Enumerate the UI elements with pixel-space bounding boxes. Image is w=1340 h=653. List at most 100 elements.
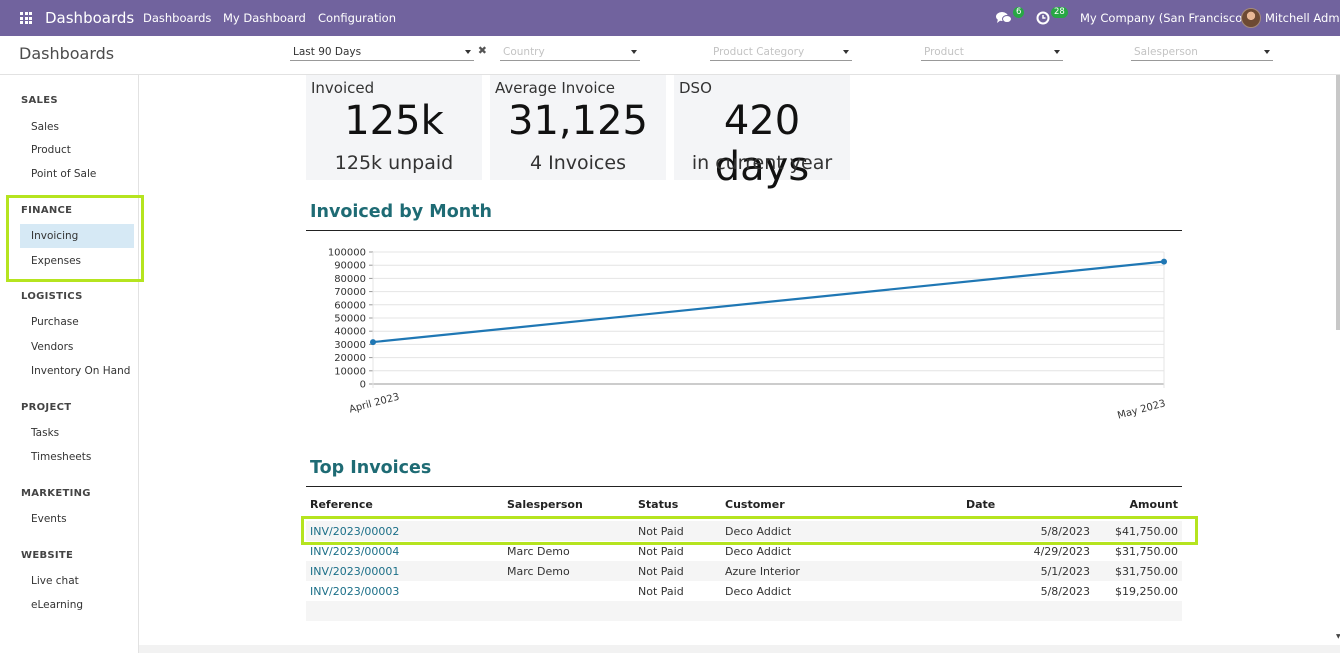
chevron-down-icon (465, 50, 471, 54)
sidebar-item-vendors[interactable]: Vendors (31, 341, 74, 353)
table-row[interactable]: INV/2023/00002 Not Paid Deco Addict 5/8/… (306, 521, 1182, 541)
sidebar-item-elearning[interactable]: eLearning (31, 599, 84, 611)
sidebar-item-invoicing[interactable]: Invoicing (20, 224, 134, 248)
chevron-down-icon (631, 50, 637, 54)
section-divider (306, 486, 1182, 487)
date-cell: 5/8/2023 (1040, 585, 1090, 598)
table-row[interactable]: INV/2023/00001 Marc Demo Not Paid Azure … (306, 561, 1182, 581)
y-tick-label: 30000 (334, 340, 366, 351)
invoice-reference-link[interactable]: INV/2023/00001 (310, 565, 400, 578)
kpi-value: 125k (344, 98, 444, 144)
sidebar-item-expenses[interactable]: Expenses (31, 255, 82, 267)
scroll-down-arrow-icon[interactable]: ▼ (1336, 633, 1340, 640)
series-line (372, 260, 1165, 344)
sidebar-item-tasks[interactable]: Tasks (31, 427, 60, 439)
y-tick-label: 40000 (334, 327, 366, 338)
chevron-down-icon (843, 50, 849, 54)
sidebar-item-timesheets[interactable]: Timesheets (31, 451, 92, 463)
control-panel: Dashboards Last 90 Days ✖ Country Produc… (0, 36, 1340, 75)
invoice-reference-link[interactable]: INV/2023/00002 (310, 525, 400, 538)
y-tick-label: 0 (360, 380, 366, 391)
date-cell: 4/29/2023 (1033, 545, 1090, 558)
kpi-card-invoiced[interactable]: Invoiced 125k 125k unpaid (306, 75, 482, 180)
table-row-empty (306, 601, 1182, 621)
y-tick-label: 50000 (334, 314, 366, 325)
kpi-subtitle: 125k unpaid (334, 152, 454, 174)
user-menu[interactable]: Mitchell Admin (1241, 0, 1340, 36)
sidebar: SALES Sales Product Point of Sale FINANC… (0, 75, 139, 653)
invoice-reference-link[interactable]: INV/2023/00003 (310, 585, 400, 598)
salesperson-cell: Marc Demo (507, 545, 570, 558)
user-name: Mitchell Admin (1265, 11, 1340, 25)
app-name[interactable]: Dashboards (45, 9, 135, 27)
status-cell: Not Paid (638, 585, 684, 598)
kpi-card-dso[interactable]: DSO 420 days in current year (674, 75, 850, 190)
product-category-filter[interactable]: Product Category (710, 43, 852, 61)
chevron-down-icon (1054, 50, 1060, 54)
sidebar-section-website: WEBSITE (21, 550, 74, 561)
y-tick-label: 60000 (334, 300, 366, 311)
sidebar-section-project: PROJECT (21, 402, 72, 413)
kpi-title: Average Invoice (495, 79, 615, 97)
menu-my-dashboard[interactable]: My Dashboard (223, 11, 306, 25)
status-cell: Not Paid (638, 565, 684, 578)
y-tick-label: 10000 (334, 366, 366, 377)
table-row[interactable]: INV/2023/00004 Marc Demo Not Paid Deco A… (306, 541, 1182, 561)
product-category-filter-placeholder: Product Category (713, 46, 805, 58)
column-header-reference[interactable]: Reference (310, 498, 373, 511)
sidebar-item-product[interactable]: Product (31, 144, 71, 156)
invoice-row-highlight-box (301, 516, 1198, 545)
kpi-title: Invoiced (311, 79, 375, 97)
sidebar-item-events[interactable]: Events (31, 513, 67, 525)
company-switcher[interactable]: My Company (San Francisco) (1080, 11, 1247, 25)
amount-cell: $41,750.00 (1115, 525, 1178, 538)
period-filter[interactable]: Last 90 Days ✖ (290, 43, 487, 61)
status-cell: Not Paid (638, 525, 684, 538)
page-title: Dashboards (19, 44, 115, 63)
product-filter-placeholder: Product (924, 46, 964, 58)
column-header-status[interactable]: Status (638, 498, 679, 511)
salesperson-filter-placeholder: Salesperson (1134, 46, 1198, 58)
top-navbar: Dashboards Dashboards My Dashboard Confi… (0, 0, 1340, 36)
column-header-salesperson[interactable]: Salesperson (507, 498, 583, 511)
activities-button[interactable]: 28 (1036, 0, 1068, 36)
customer-cell: Azure Interior (725, 565, 800, 578)
salesperson-filter[interactable]: Salesperson (1131, 43, 1273, 61)
product-filter[interactable]: Product (921, 43, 1063, 61)
column-header-amount[interactable]: Amount (1129, 498, 1178, 511)
sidebar-item-live-chat[interactable]: Live chat (31, 575, 79, 587)
table-row[interactable]: INV/2023/00003 Not Paid Deco Addict 5/8/… (306, 581, 1182, 601)
sidebar-section-logistics: LOGISTICS (21, 291, 83, 302)
sidebar-item-sales[interactable]: Sales (31, 121, 59, 133)
column-header-date[interactable]: Date (966, 498, 996, 511)
invoice-reference-link[interactable]: INV/2023/00004 (310, 545, 400, 558)
status-cell: Not Paid (638, 545, 684, 558)
x-tick-label: April 2023 (348, 392, 401, 416)
sidebar-item-inventory-on-hand[interactable]: Inventory On Hand (31, 365, 131, 377)
sidebar-item-point-of-sale[interactable]: Point of Sale (31, 168, 97, 180)
finance-highlight-box (6, 195, 144, 282)
customer-cell: Deco Addict (725, 525, 792, 538)
menu-dashboards[interactable]: Dashboards (143, 11, 212, 25)
clear-filter-icon[interactable]: ✖ (477, 44, 487, 57)
kpi-subtitle: 4 Invoices (530, 152, 626, 174)
y-tick-label: 90000 (334, 261, 366, 272)
messages-button[interactable]: 6 (996, 0, 1025, 36)
invoiced-by-month-chart[interactable]: 1000009000080000700006000050000400003000… (306, 234, 1182, 420)
section-divider (306, 230, 1182, 231)
sidebar-item-purchase[interactable]: Purchase (31, 316, 79, 328)
kpi-card-average-invoice[interactable]: Average Invoice 31,125 4 Invoices (490, 75, 666, 180)
chart-section-title: Invoiced by Month (310, 202, 493, 222)
country-filter[interactable]: Country (500, 43, 640, 61)
menu-configuration[interactable]: Configuration (318, 11, 396, 25)
sidebar-section-sales: SALES (21, 95, 58, 106)
messages-count-badge: 6 (1013, 6, 1025, 18)
top-invoices-title: Top Invoices (310, 458, 432, 478)
avatar (1241, 8, 1261, 28)
chevron-down-icon (1264, 50, 1270, 54)
apps-grid-icon[interactable] (20, 12, 32, 24)
vertical-scrollbar[interactable] (1336, 75, 1340, 330)
kpi-title: DSO (679, 79, 712, 97)
column-header-customer[interactable]: Customer (725, 498, 785, 511)
amount-cell: $31,750.00 (1115, 565, 1178, 578)
